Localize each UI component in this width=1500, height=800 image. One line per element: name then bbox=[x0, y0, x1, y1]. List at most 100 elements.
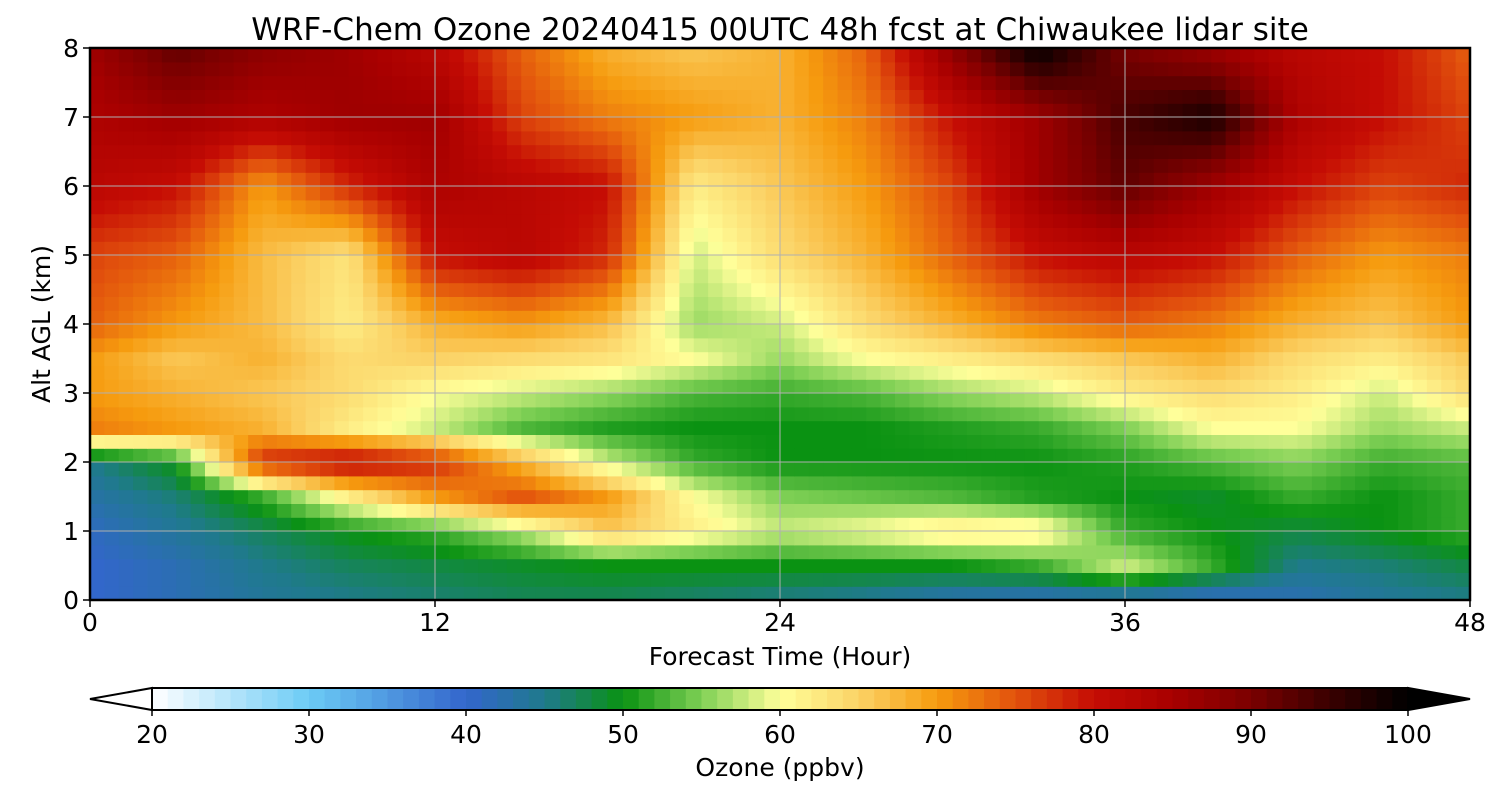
heatmap-cell bbox=[1211, 310, 1227, 325]
heatmap-cell bbox=[895, 517, 910, 532]
heatmap-cell bbox=[1168, 351, 1184, 366]
heatmap-cell bbox=[1326, 572, 1342, 587]
heatmap-cell bbox=[1311, 213, 1327, 228]
heatmap-cell bbox=[1096, 48, 1112, 63]
heatmap-cell bbox=[823, 365, 839, 380]
heatmap-cell bbox=[506, 241, 522, 256]
heatmap-cell bbox=[751, 406, 767, 422]
heatmap-cell bbox=[320, 310, 335, 325]
heatmap-cell bbox=[1196, 48, 1212, 63]
heatmap-cell bbox=[391, 586, 407, 601]
heatmap-cell bbox=[1153, 213, 1169, 228]
heatmap-cell bbox=[708, 531, 724, 546]
heatmap-cell bbox=[823, 117, 839, 132]
heatmap-cell bbox=[1297, 586, 1313, 601]
heatmap-cell bbox=[133, 475, 149, 491]
heatmap-cell bbox=[276, 268, 292, 284]
heatmap-cell bbox=[780, 172, 795, 187]
heatmap-cell bbox=[176, 324, 192, 339]
heatmap-cell bbox=[118, 434, 134, 449]
heatmap-cell bbox=[665, 227, 680, 242]
heatmap-cell bbox=[1326, 489, 1342, 504]
heatmap-cell bbox=[1110, 282, 1126, 297]
heatmap-cell bbox=[808, 586, 824, 601]
heatmap-cell bbox=[1240, 572, 1255, 587]
heatmap-cell bbox=[1311, 351, 1327, 366]
heatmap-cell bbox=[406, 420, 422, 435]
colorbar-label: Ozone (ppbv) bbox=[695, 753, 864, 782]
heatmap-cell bbox=[104, 365, 120, 380]
heatmap-cell bbox=[176, 61, 192, 77]
heatmap-cell bbox=[334, 544, 350, 560]
heatmap-cell bbox=[1168, 503, 1184, 518]
heatmap-cell bbox=[1383, 365, 1399, 380]
heatmap-cell bbox=[1038, 310, 1054, 325]
heatmap-cell bbox=[276, 255, 292, 270]
heatmap-cell bbox=[693, 103, 709, 118]
heatmap-cell bbox=[751, 434, 767, 449]
heatmap-cell bbox=[765, 282, 781, 297]
heatmap-cell bbox=[449, 324, 465, 339]
heatmap-cell bbox=[1254, 268, 1270, 284]
heatmap-cell bbox=[578, 544, 594, 560]
heatmap-cell bbox=[190, 544, 206, 560]
heatmap-cell bbox=[233, 255, 249, 270]
heatmap-cell bbox=[1340, 296, 1356, 311]
heatmap-cell bbox=[1283, 268, 1299, 284]
heatmap-cell bbox=[406, 296, 422, 311]
heatmap-cell bbox=[736, 75, 752, 90]
heatmap-cell bbox=[535, 462, 551, 477]
heatmap-cell bbox=[1139, 337, 1155, 353]
heatmap-cell bbox=[780, 130, 795, 146]
heatmap-cell bbox=[262, 268, 278, 284]
heatmap-cell bbox=[219, 172, 235, 187]
heatmap-cell bbox=[1355, 296, 1370, 311]
heatmap-cell bbox=[1455, 130, 1471, 146]
heatmap-cell bbox=[1196, 586, 1212, 601]
heatmap-cell bbox=[1182, 296, 1198, 311]
heatmap-cell bbox=[895, 586, 910, 601]
heatmap-cell bbox=[550, 572, 565, 587]
heatmap-cell bbox=[1053, 310, 1069, 325]
heatmap-cell bbox=[1153, 158, 1169, 173]
heatmap-cell bbox=[320, 48, 335, 63]
heatmap-cell bbox=[1254, 379, 1270, 394]
heatmap-cell bbox=[133, 489, 149, 504]
heatmap-cell bbox=[535, 103, 551, 118]
heatmap-cell bbox=[1153, 558, 1169, 573]
heatmap-cell bbox=[133, 544, 149, 560]
heatmap-cell bbox=[391, 103, 407, 118]
heatmap-cell bbox=[1340, 544, 1356, 560]
heatmap-cell bbox=[535, 172, 551, 187]
heatmap-cell bbox=[1398, 75, 1414, 90]
heatmap-cell bbox=[90, 48, 105, 63]
heatmap-cell bbox=[363, 310, 379, 325]
heatmap-cell bbox=[1426, 448, 1442, 463]
heatmap-cell bbox=[923, 282, 939, 297]
heatmap-cell bbox=[291, 475, 307, 491]
heatmap-cell bbox=[478, 75, 494, 90]
heatmap-cell bbox=[1240, 558, 1255, 573]
heatmap-cell bbox=[363, 103, 379, 118]
heatmap-cell bbox=[1311, 475, 1327, 491]
heatmap-cell bbox=[1024, 255, 1040, 270]
heatmap-cell bbox=[1096, 586, 1112, 601]
heatmap-cell bbox=[1067, 282, 1083, 297]
heatmap-cell bbox=[161, 89, 177, 104]
heatmap-cell bbox=[564, 406, 580, 422]
heatmap-cell bbox=[1182, 531, 1198, 546]
heatmap-cell bbox=[1125, 351, 1140, 366]
heatmap-cell bbox=[751, 310, 767, 325]
heatmap-cell bbox=[1383, 448, 1399, 463]
heatmap-cell bbox=[291, 75, 307, 90]
heatmap-cell bbox=[1010, 75, 1025, 90]
heatmap-cell bbox=[492, 393, 508, 408]
heatmap-cell bbox=[1125, 172, 1140, 187]
heatmap-cell bbox=[521, 241, 537, 256]
heatmap-cell bbox=[377, 324, 393, 339]
heatmap-cell bbox=[1211, 351, 1227, 366]
heatmap-cell bbox=[1268, 586, 1284, 601]
heatmap-cell bbox=[938, 337, 954, 353]
heatmap-cell bbox=[1326, 282, 1342, 297]
heatmap-cell bbox=[1211, 337, 1227, 353]
